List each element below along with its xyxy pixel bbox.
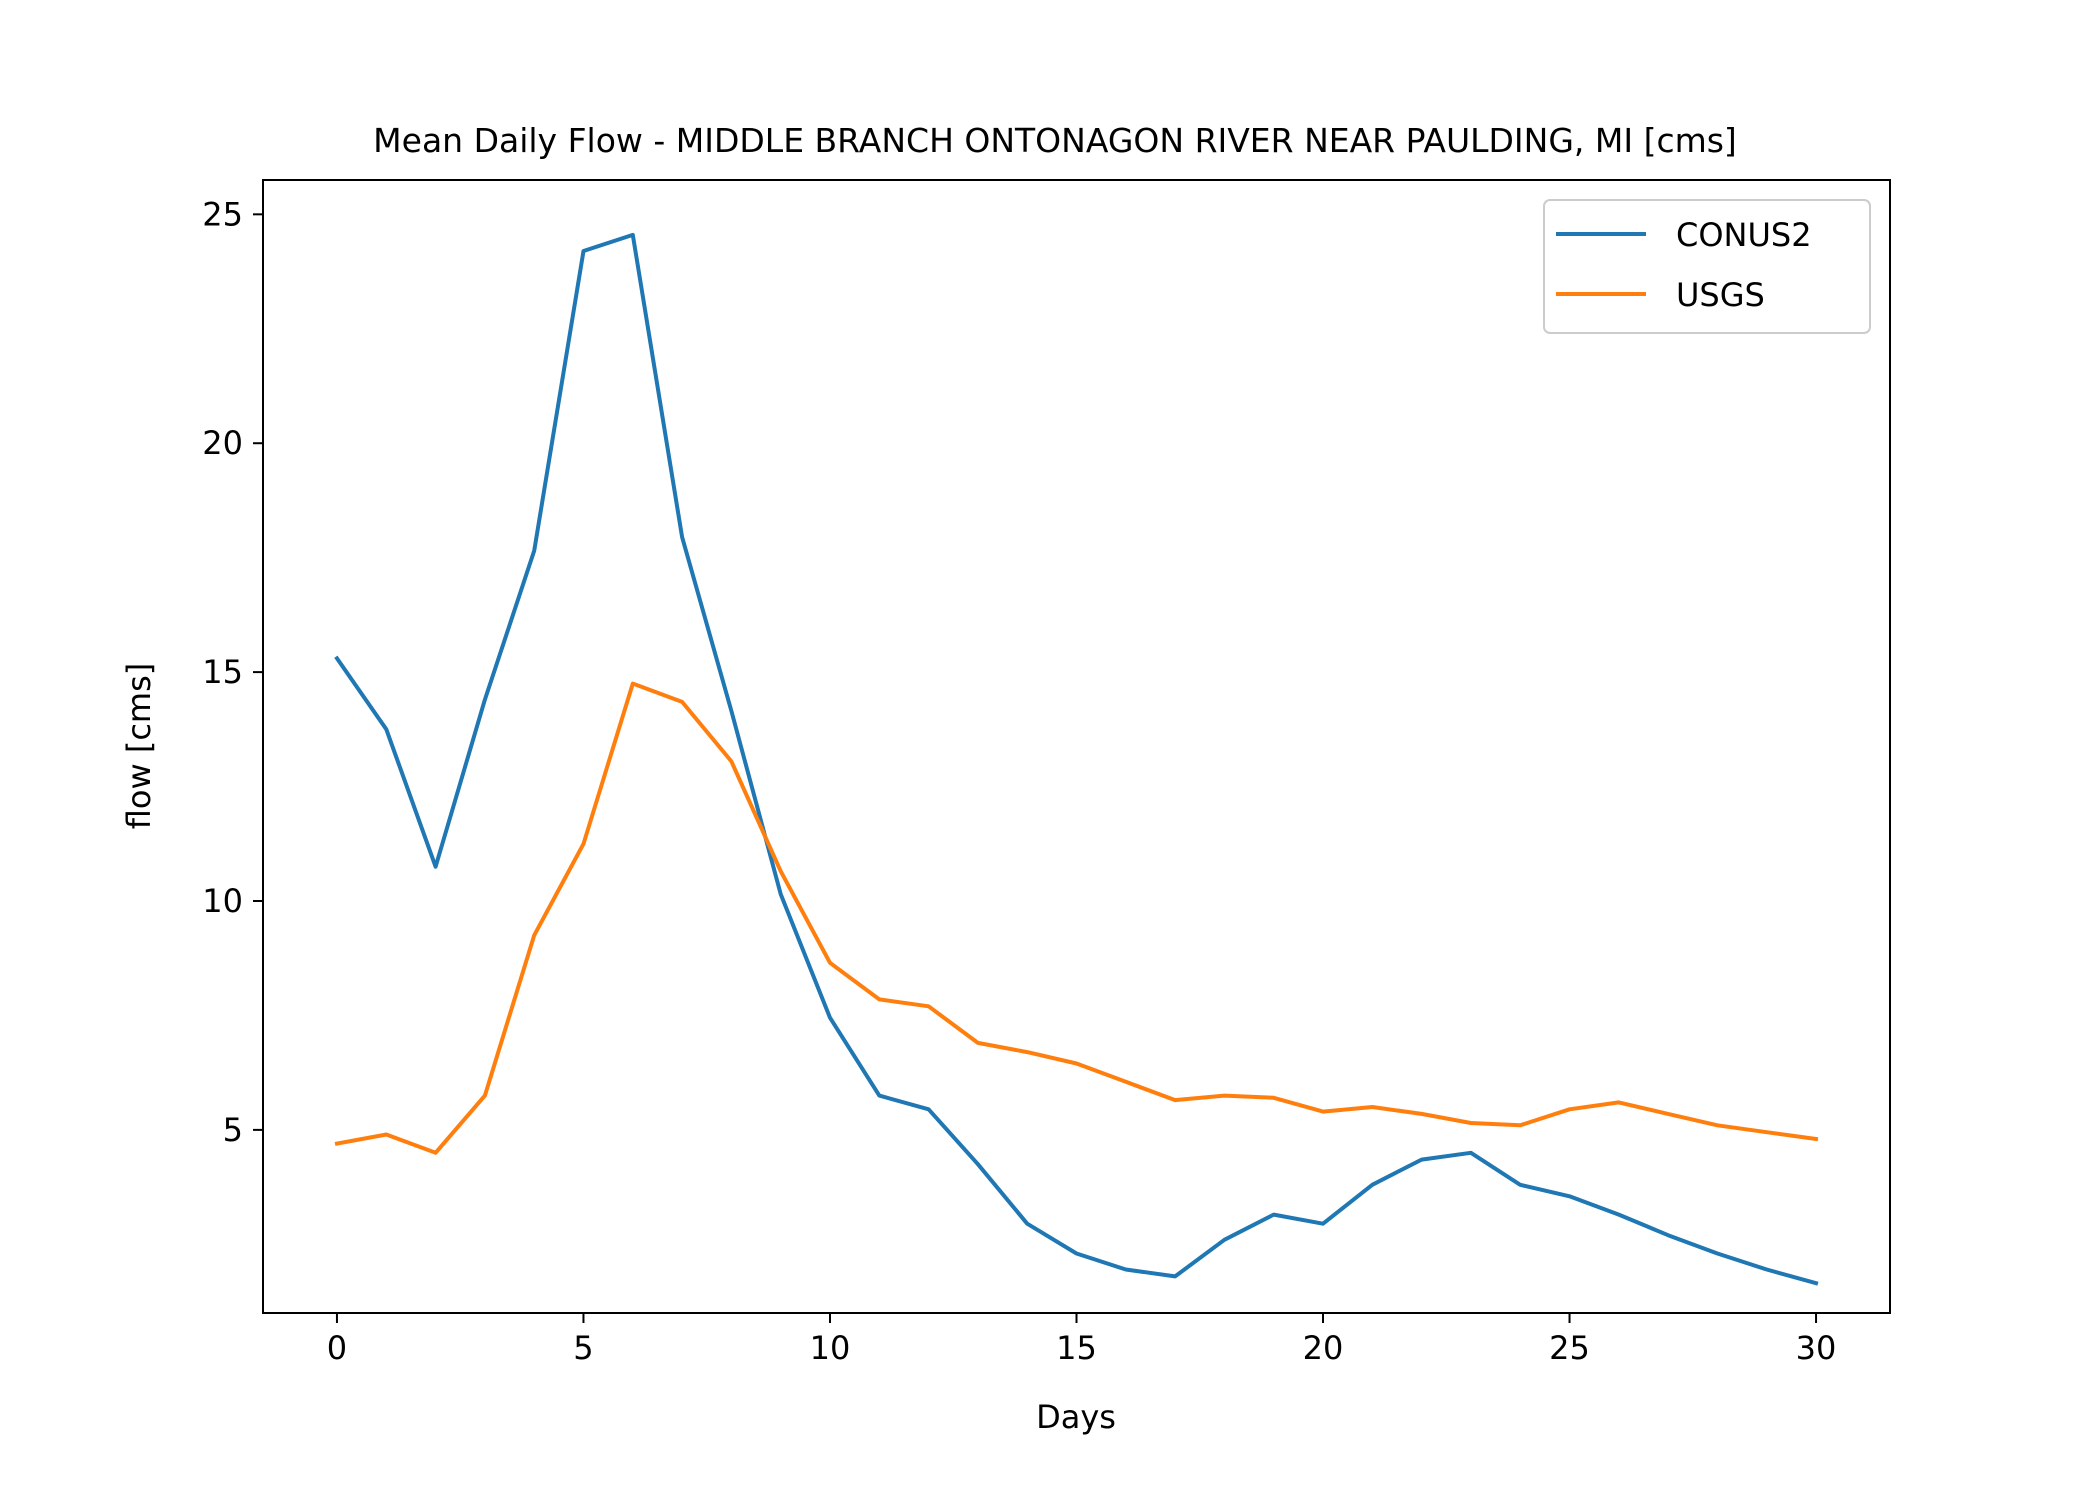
chart-title: Mean Daily Flow - MIDDLE BRANCH ONTONAGO… [373,121,1737,160]
x-tick-label: 10 [810,1329,851,1367]
x-tick-label: 20 [1303,1329,1344,1367]
y-tick-label: 5 [223,1111,243,1149]
series-lines [334,232,1819,1286]
series-line-usgs [334,681,1819,1155]
x-axis: 0 5 10 15 20 25 30 [327,1313,1837,1367]
plot-area [262,179,1891,1314]
x-tick-label: 15 [1056,1329,1097,1367]
y-axis: 5 10 15 20 25 [202,195,263,1149]
x-tick-label: 0 [327,1329,347,1367]
legend: CONUS2 USGS [1543,199,1871,334]
x-tick-label: 25 [1549,1329,1590,1367]
legend-label-conus2: CONUS2 [1676,216,1812,254]
series-line-conus2 [334,232,1819,1286]
y-tick-label: 25 [202,195,243,233]
x-tick-label: 5 [573,1329,593,1367]
y-tick-label: 15 [202,653,243,691]
x-axis-label: Days [1036,1398,1116,1436]
y-axis-label: flow [cms] [120,663,158,829]
x-tick-label: 30 [1796,1329,1837,1367]
y-tick-label: 20 [202,424,243,462]
y-tick-label: 10 [202,882,243,920]
legend-label-usgs: USGS [1676,276,1765,314]
